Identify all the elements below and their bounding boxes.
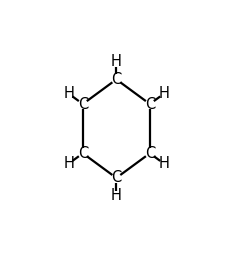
Text: C: C (111, 170, 121, 185)
Text: C: C (111, 72, 121, 87)
Text: H: H (63, 156, 74, 171)
Text: H: H (111, 54, 122, 69)
Text: C: C (78, 146, 88, 161)
Text: C: C (78, 96, 88, 112)
Text: C: C (145, 96, 155, 112)
Text: H: H (63, 86, 74, 101)
Text: H: H (111, 188, 122, 203)
Text: H: H (159, 156, 170, 171)
Text: H: H (159, 86, 170, 101)
Text: C: C (145, 146, 155, 161)
